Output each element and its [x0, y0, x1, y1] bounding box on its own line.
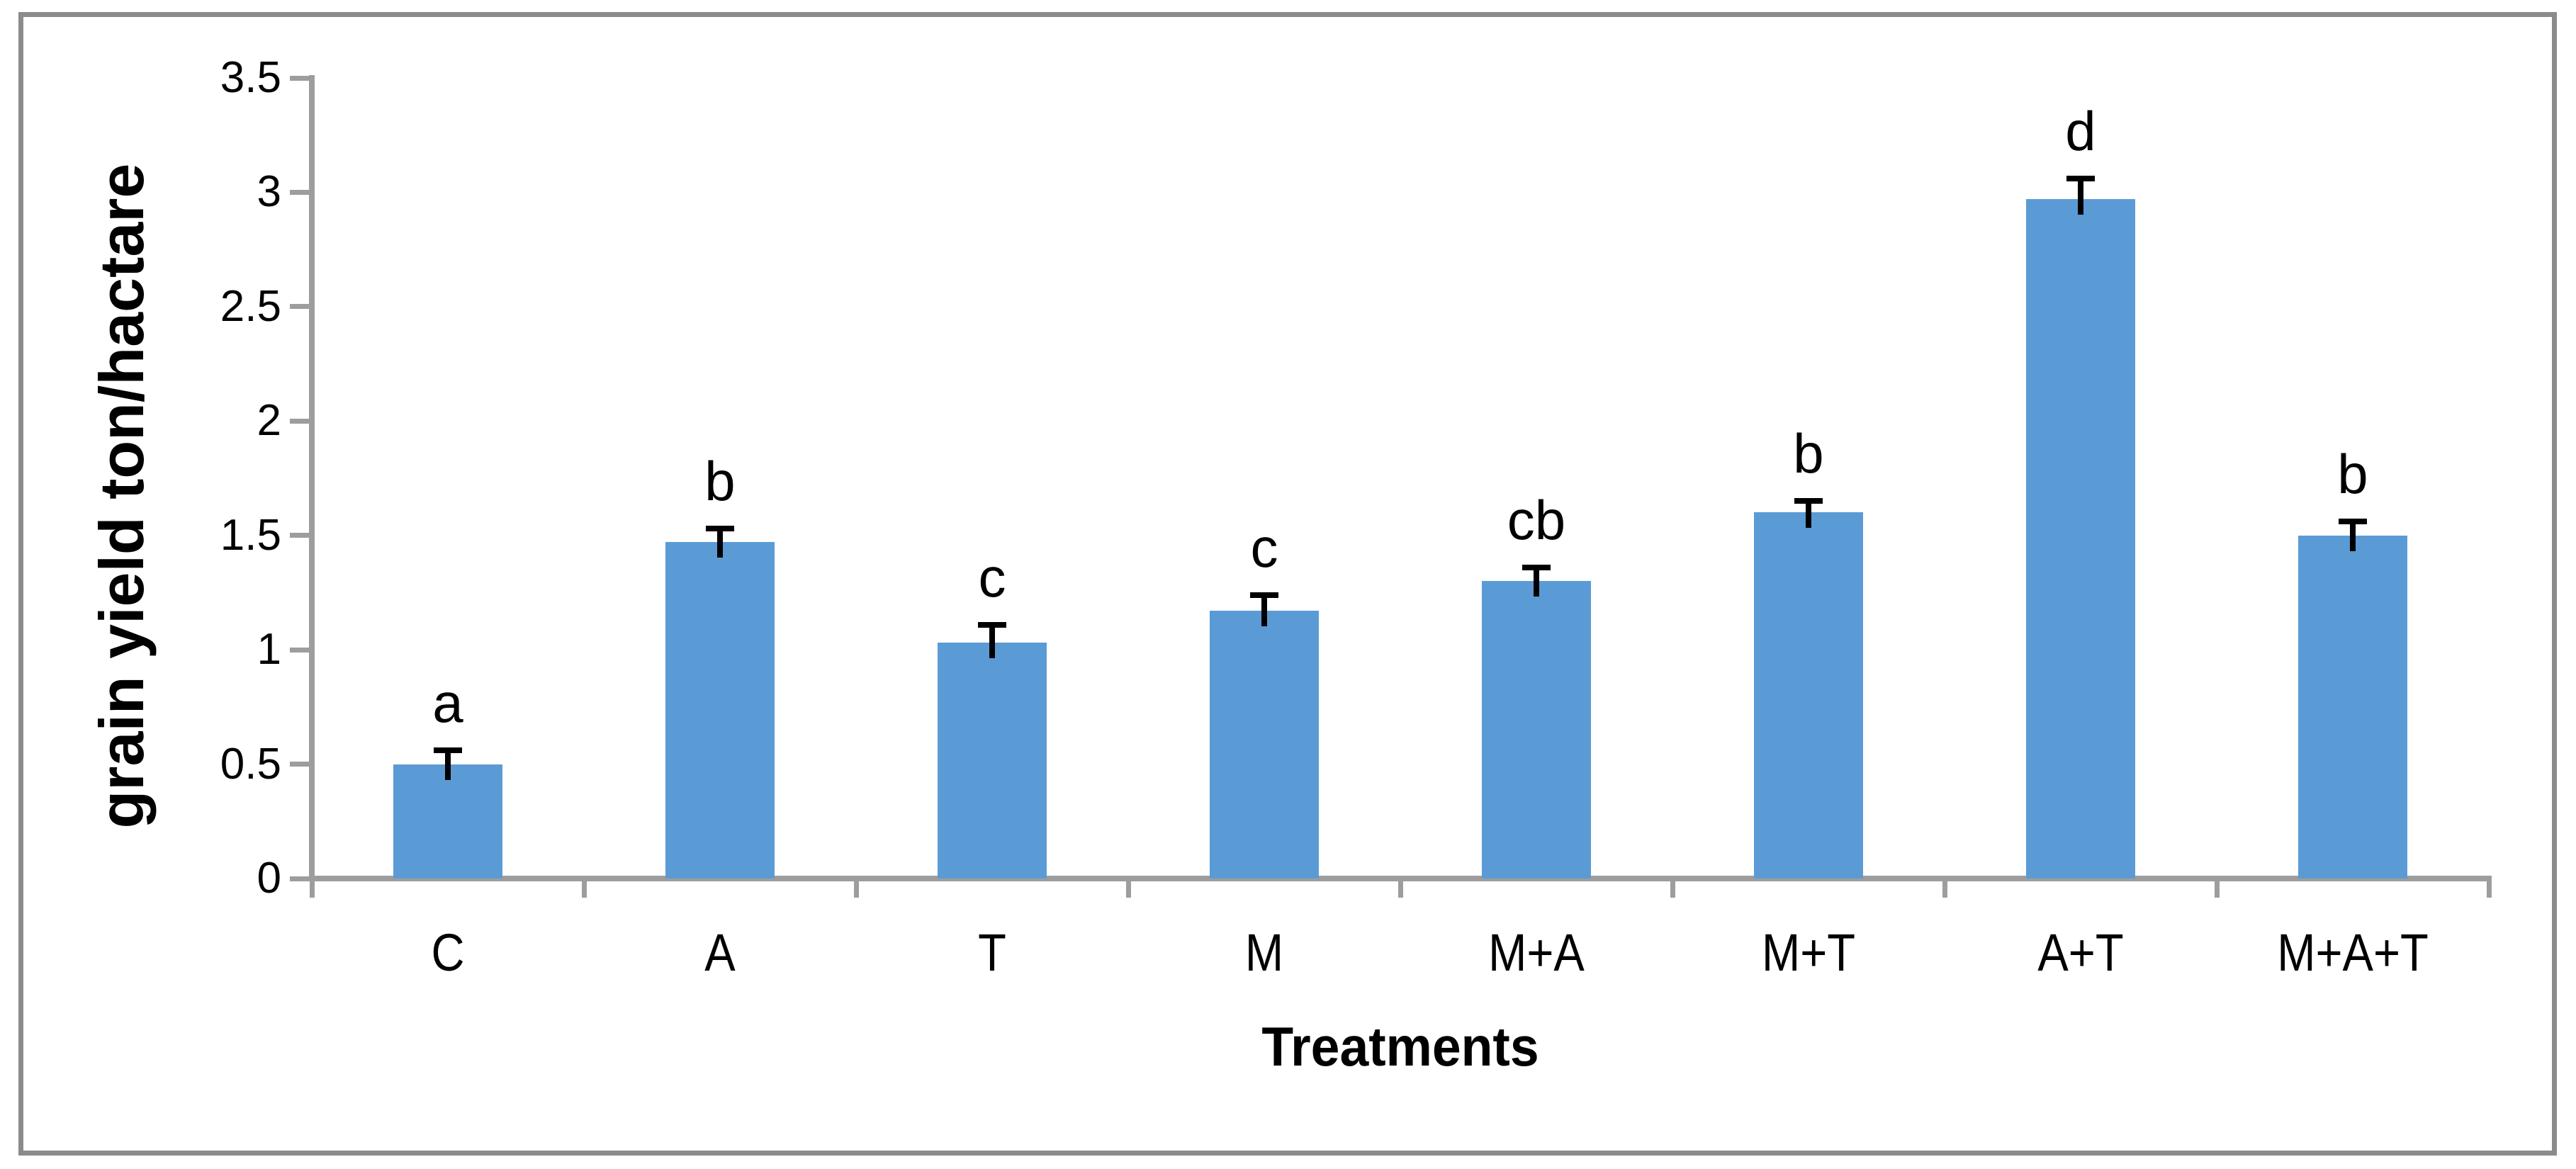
y-tick-mark: [290, 647, 309, 653]
y-tick-mark: [290, 189, 309, 195]
significance-letter: a: [432, 672, 463, 735]
y-tick-label: 2.5: [220, 281, 281, 331]
error-bar-cap: [434, 747, 462, 754]
x-category-label: A+T: [2037, 923, 2124, 982]
x-tick-mark: [2486, 879, 2492, 898]
x-tick-mark: [853, 879, 859, 898]
x-tick-mark: [1397, 879, 1403, 898]
bar-T: [938, 643, 1047, 879]
y-tick-label: 2: [257, 396, 281, 446]
x-category-label: M+T: [1761, 923, 1856, 982]
x-tick-mark: [1125, 879, 1131, 898]
y-tick-label: 1: [257, 625, 281, 674]
x-category-label: M+A: [1488, 923, 1585, 982]
error-bar-cap: [978, 621, 1006, 628]
y-tick-mark: [290, 533, 309, 538]
error-bar-cap: [706, 526, 734, 532]
error-bar-cap: [2066, 176, 2095, 182]
bar-C: [393, 764, 502, 879]
error-bar-stem: [2078, 179, 2083, 215]
x-category-label: A: [704, 923, 736, 982]
bar-A: [665, 542, 775, 879]
y-tick-label: 1.5: [220, 510, 281, 560]
bar-M: [1210, 611, 1319, 879]
x-category-label: M+A+T: [2277, 923, 2429, 982]
x-tick-mark: [309, 879, 315, 898]
y-tick-label: 0.5: [220, 739, 281, 789]
error-bar-stem: [989, 624, 995, 659]
x-axis-title: Treatments: [1261, 1015, 1539, 1078]
x-tick-mark: [1670, 879, 1675, 898]
error-bar-cap: [1250, 592, 1278, 598]
y-tick-label: 0: [257, 854, 281, 903]
chart-border-frame: [18, 12, 2557, 1156]
bar-M+A+T: [2298, 535, 2407, 879]
y-tick-mark: [290, 304, 309, 310]
significance-letter: b: [2337, 443, 2368, 506]
x-tick-mark: [581, 879, 587, 898]
x-category-label: C: [431, 923, 465, 982]
significance-letter: b: [1793, 422, 1824, 485]
significance-letter: b: [704, 450, 736, 513]
y-tick-label: 3: [257, 167, 281, 217]
error-bar-stem: [1534, 567, 1539, 597]
bar-M+T: [1754, 512, 1863, 879]
significance-letter: c: [1250, 516, 1278, 579]
y-tick-mark: [290, 876, 309, 881]
y-tick-mark: [290, 418, 309, 424]
y-tick-mark: [290, 762, 309, 767]
error-bar-cap: [1794, 498, 1823, 504]
bar-A+T: [2026, 199, 2135, 879]
x-tick-mark: [2214, 879, 2220, 898]
bar-M+A: [1482, 581, 1591, 879]
error-bar-stem: [2350, 521, 2356, 551]
y-tick-label: 3.5: [220, 53, 281, 102]
error-bar-stem: [717, 529, 723, 558]
significance-letter: d: [2065, 100, 2096, 163]
y-axis-line: [309, 75, 315, 881]
y-axis-title: grain yield ton/hactare: [86, 163, 157, 829]
significance-letter: c: [978, 546, 1006, 609]
error-bar-cap: [1522, 564, 1551, 570]
x-category-label: T: [978, 923, 1006, 982]
error-bar-stem: [1261, 594, 1267, 627]
error-bar-stem: [445, 750, 451, 780]
y-tick-mark: [290, 75, 309, 81]
significance-letter: cb: [1507, 488, 1566, 551]
x-category-label: M: [1244, 923, 1284, 982]
error-bar-cap: [2339, 519, 2367, 525]
x-tick-mark: [1942, 879, 1947, 898]
error-bar-stem: [1806, 501, 1811, 529]
